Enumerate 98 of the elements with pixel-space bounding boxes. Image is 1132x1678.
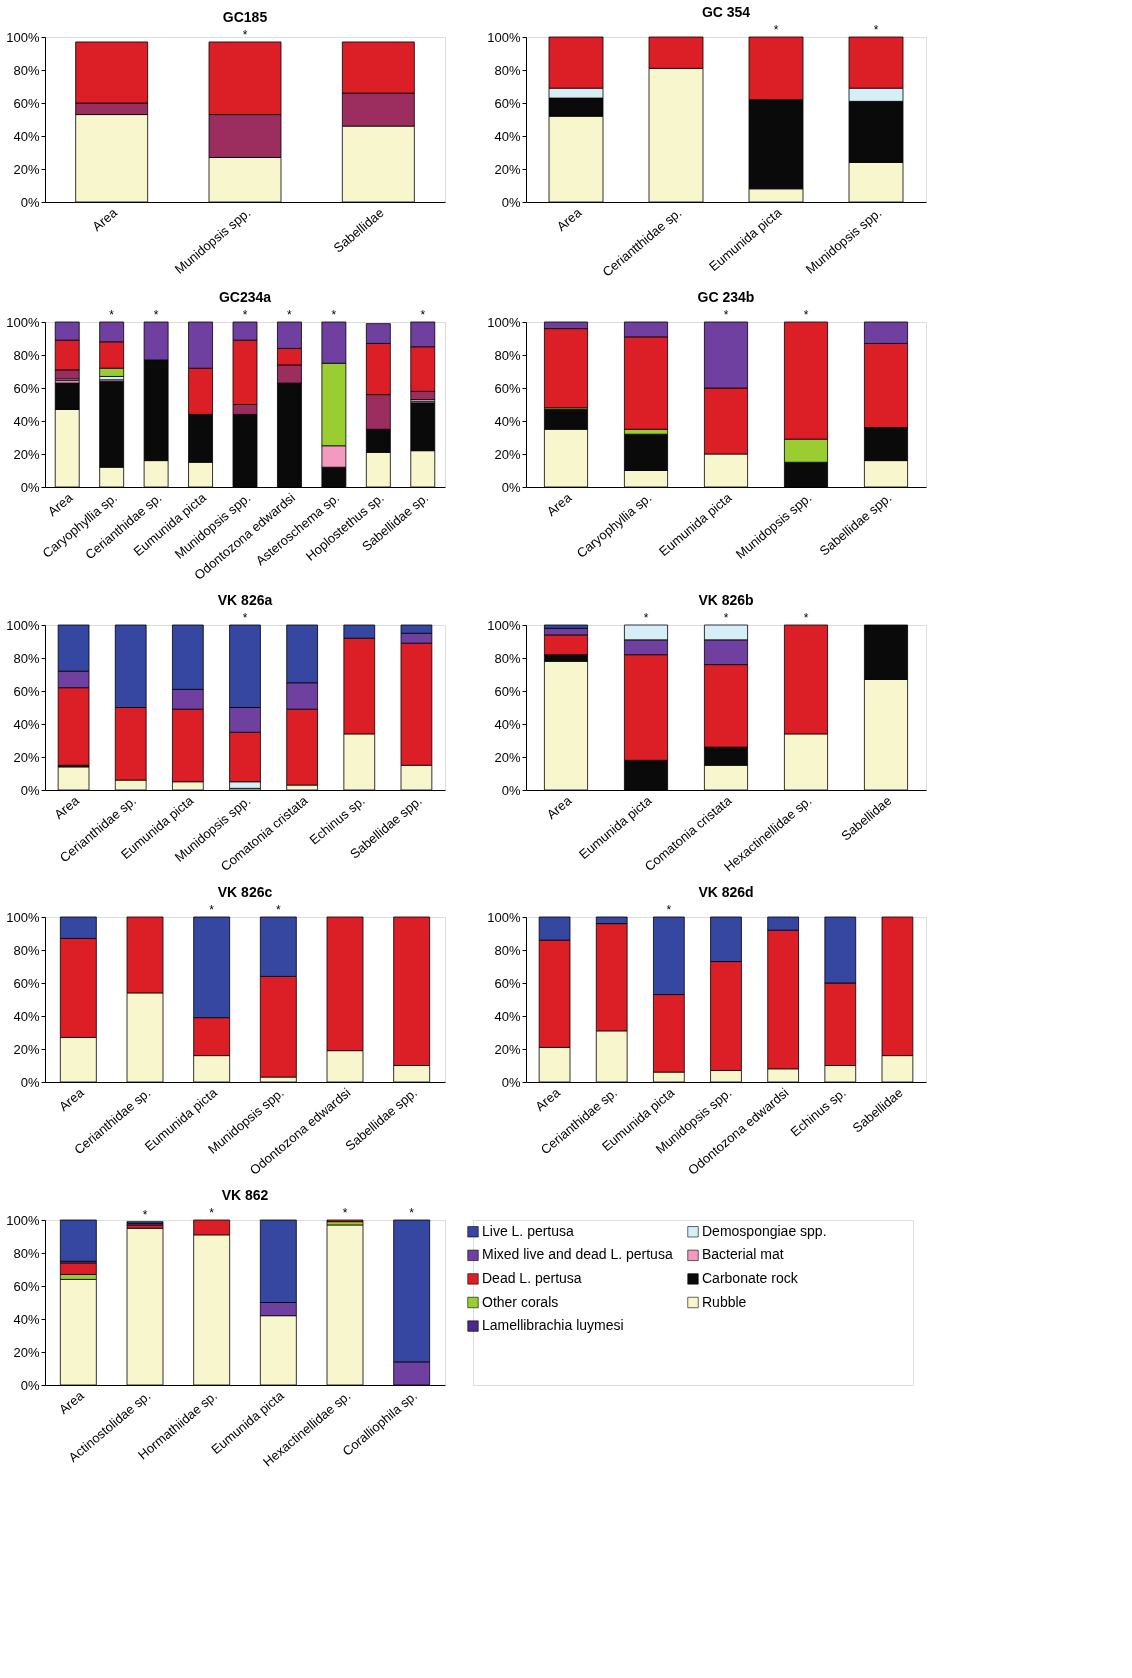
x-tick-label: Area <box>543 489 575 520</box>
y-tick-label: 40% <box>494 716 521 732</box>
annotation: * <box>643 611 649 625</box>
chart-title: GC 234b <box>697 289 755 305</box>
y-tick-label: 40% <box>494 1008 521 1024</box>
annotation: * <box>803 308 809 322</box>
y-tick-label: 80% <box>13 942 40 958</box>
y-tick-label: 0% <box>501 194 521 210</box>
annotation: * <box>242 611 248 625</box>
y-tick-label: 40% <box>13 1311 40 1327</box>
y-tick-label: 40% <box>13 1008 40 1024</box>
chart-title: VK 826c <box>217 884 273 900</box>
y-tick-label: 40% <box>494 413 521 429</box>
x-tick-label: Area <box>553 204 585 235</box>
chart-title: VK 862 <box>221 1187 269 1203</box>
chart-title: VK 826b <box>698 592 754 608</box>
legend-label: Dead L. pertusa <box>482 1269 582 1286</box>
y-tick-label: 0% <box>501 782 521 798</box>
y-tick-label: 100% <box>6 1212 40 1228</box>
chart-title: VK 826a <box>217 592 273 608</box>
annotation: * <box>773 23 779 37</box>
legend-label: Carbonate rock <box>702 1269 799 1286</box>
y-tick-label: 60% <box>13 975 40 991</box>
annotation: * <box>142 1207 148 1222</box>
y-tick-label: 100% <box>6 314 40 330</box>
y-tick-label: 60% <box>13 683 40 699</box>
y-tick-label: 0% <box>501 479 521 495</box>
y-tick-label: 100% <box>487 909 521 925</box>
y-tick-label: 60% <box>13 95 40 111</box>
annotation: * <box>803 611 809 625</box>
y-tick-label: 40% <box>494 128 521 144</box>
y-tick-label: 20% <box>13 1041 40 1057</box>
y-tick-label: 20% <box>494 1041 521 1057</box>
annotation: * <box>420 308 426 322</box>
legend-label: Bacterial mat <box>702 1246 784 1263</box>
y-tick-label: 0% <box>20 1074 40 1090</box>
y-tick-label: 0% <box>20 194 40 210</box>
annotation: * <box>723 611 729 625</box>
y-tick-label: 40% <box>13 716 40 732</box>
y-tick-label: 100% <box>487 314 521 330</box>
annotation: * <box>109 308 115 322</box>
y-tick-label: 80% <box>13 650 40 666</box>
y-tick-label: 80% <box>494 650 521 666</box>
legend-label: Lamellibrachia luymesi <box>482 1317 624 1334</box>
y-tick-label: 0% <box>20 479 40 495</box>
legend-label: Other corals <box>482 1293 559 1310</box>
y-tick-label: 100% <box>6 29 40 45</box>
annotation: * <box>287 308 293 322</box>
annotation: * <box>331 308 337 322</box>
chart-title: VK 826d <box>698 884 754 900</box>
y-tick-label: 20% <box>13 749 40 765</box>
chart-title: GC185 <box>222 8 268 25</box>
chart-title: GC 354 <box>701 4 751 20</box>
y-tick-label: 80% <box>494 942 521 958</box>
annotation: * <box>209 1206 215 1220</box>
annotation: * <box>666 903 672 917</box>
annotation: * <box>242 27 248 42</box>
y-tick-label: 60% <box>494 975 521 991</box>
y-tick-label: 100% <box>6 617 40 633</box>
y-tick-label: 60% <box>494 95 521 111</box>
y-tick-label: 60% <box>13 1278 40 1294</box>
y-tick-label: 60% <box>494 380 521 396</box>
x-tick-label: Area <box>89 204 121 235</box>
x-tick-label: Area <box>543 792 575 823</box>
y-tick-label: 20% <box>494 749 521 765</box>
annotation: * <box>873 23 879 37</box>
y-tick-label: 20% <box>13 161 40 177</box>
y-tick-label: 0% <box>501 1074 521 1090</box>
y-tick-label: 40% <box>13 413 40 429</box>
y-tick-label: 80% <box>13 1245 40 1261</box>
annotation: * <box>276 903 281 917</box>
annotation: * <box>342 1206 348 1220</box>
y-tick-label: 100% <box>487 29 521 45</box>
legend-label: Demospongiae spp. <box>702 1222 827 1239</box>
annotation: * <box>409 1206 415 1220</box>
chart-title: GC234a <box>218 289 272 305</box>
y-tick-label: 0% <box>20 782 40 798</box>
legend-label: Rubble <box>702 1293 747 1310</box>
annotation: * <box>242 308 248 322</box>
y-tick-label: 40% <box>13 128 40 144</box>
annotation: * <box>209 903 215 917</box>
y-tick-label: 20% <box>494 161 521 177</box>
annotation: * <box>723 308 729 322</box>
y-tick-label: 20% <box>13 446 40 462</box>
legend-label: Mixed live and dead L. pertusa <box>482 1246 673 1263</box>
y-tick-label: 80% <box>494 62 521 78</box>
y-tick-label: 60% <box>13 380 40 396</box>
y-tick-label: 60% <box>494 683 521 699</box>
y-tick-label: 100% <box>487 617 521 633</box>
y-tick-label: 0% <box>20 1377 40 1393</box>
y-tick-label: 20% <box>13 1344 40 1360</box>
y-tick-label: 20% <box>494 446 521 462</box>
y-tick-label: 80% <box>494 347 521 363</box>
legend-label: Live L. pertusa <box>482 1222 575 1239</box>
y-tick-label: 100% <box>6 909 40 925</box>
y-tick-label: 80% <box>13 347 40 363</box>
y-tick-label: 80% <box>13 62 40 78</box>
annotation: * <box>153 308 159 322</box>
